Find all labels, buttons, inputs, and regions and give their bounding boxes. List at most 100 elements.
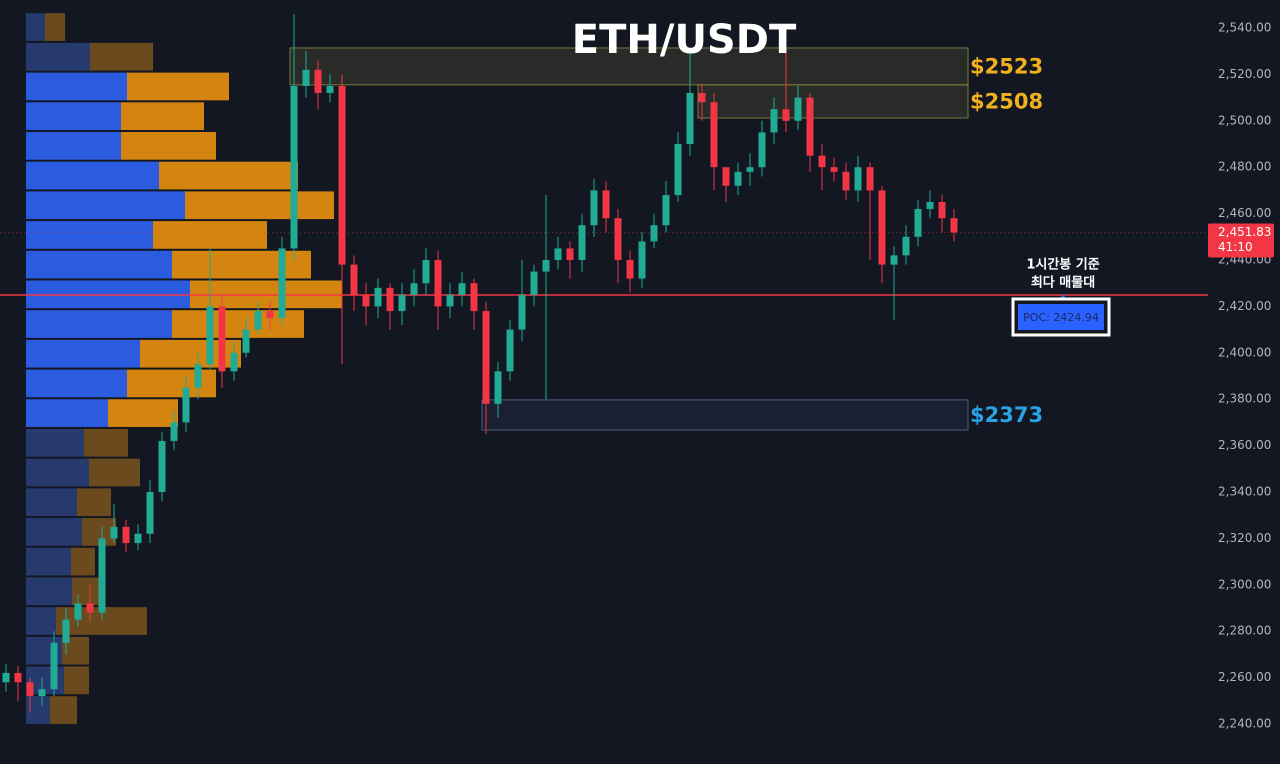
profile-buy-bar — [26, 42, 90, 71]
candle-body — [770, 109, 778, 133]
annotation: 1시간봉 기준 — [1026, 257, 1099, 273]
candle-body — [2, 672, 10, 683]
candle-body — [494, 371, 502, 404]
candle-body — [458, 283, 466, 295]
candle-body — [230, 352, 238, 372]
candle-body — [506, 329, 514, 372]
candle-body — [158, 440, 166, 493]
profile-buy-bar — [26, 458, 89, 487]
profile-buy-bar — [26, 132, 121, 160]
profile-sell-bar — [77, 488, 111, 517]
candle-body — [422, 260, 430, 284]
candle-body — [806, 97, 814, 156]
poc-label: POC: 2424.94 — [1023, 311, 1099, 324]
y-tick-label: 2,300.00 — [1218, 577, 1271, 591]
profile-sell-bar — [153, 221, 267, 249]
profile-sell-bar — [121, 102, 204, 131]
candle-body — [722, 167, 730, 186]
profile-buy-bar — [26, 102, 121, 131]
candle-body — [86, 603, 94, 613]
candle-body — [434, 260, 442, 307]
candle-body — [938, 202, 946, 219]
profile-buy-bar — [26, 72, 127, 101]
candle-body — [638, 241, 646, 279]
y-tick-label: 2,420.00 — [1218, 299, 1271, 313]
y-tick-label: 2,460.00 — [1218, 206, 1271, 220]
candle-body — [650, 225, 658, 242]
poc-box — [1018, 304, 1104, 330]
profile-sell-bar — [172, 250, 311, 279]
candle-body — [362, 294, 370, 307]
candle-body — [674, 144, 682, 196]
profile-buy-bar — [26, 250, 172, 279]
candle-body — [194, 364, 202, 388]
profile-buy-bar — [26, 547, 71, 576]
profile-buy-bar — [26, 310, 172, 338]
y-tick-label: 2,380.00 — [1218, 392, 1271, 406]
annotation: 최다 매물대 — [1031, 275, 1095, 291]
candle-body — [866, 167, 874, 191]
zone — [289, 47, 969, 86]
candle-body — [686, 92, 694, 145]
candle-body — [38, 689, 46, 697]
candle-body — [782, 109, 790, 121]
profile-buy-bar — [26, 577, 72, 606]
candle-body — [542, 260, 550, 272]
profile-sell-bar — [89, 458, 140, 487]
zone — [697, 84, 969, 119]
profile-buy-bar — [26, 488, 77, 517]
y-tick-label: 2,400.00 — [1218, 345, 1271, 359]
profile-buy-bar — [26, 191, 185, 220]
y-tick-label: 2,340.00 — [1218, 485, 1271, 499]
profile-sell-bar — [72, 577, 102, 606]
candle-body — [134, 533, 142, 544]
y-tick-label: 2,500.00 — [1218, 113, 1271, 127]
profile-sell-bar — [140, 339, 241, 368]
y-tick-label: 2,520.00 — [1218, 67, 1271, 81]
candle-body — [842, 171, 850, 191]
profile-buy-bar — [26, 607, 56, 635]
candle-body — [914, 208, 922, 237]
candle-body — [446, 294, 454, 307]
candle-body — [14, 672, 22, 683]
profile-buy-bar — [26, 13, 45, 41]
candle-body — [734, 171, 742, 186]
profile-sell-bar — [121, 132, 216, 160]
profile-sell-bar — [90, 42, 153, 71]
candle-body — [890, 255, 898, 265]
profile-buy-bar — [26, 518, 82, 546]
candle-body — [98, 538, 106, 613]
y-tick-label: 2,320.00 — [1218, 531, 1271, 545]
candle-body — [314, 69, 322, 93]
y-tick-label: 2,240.00 — [1218, 717, 1271, 731]
profile-buy-bar — [26, 221, 153, 249]
candle-body — [290, 86, 298, 249]
candle-body — [26, 682, 34, 697]
candle-body — [146, 492, 154, 534]
profile-sell-bar — [127, 369, 216, 398]
price-axis — [1208, 0, 1280, 764]
candle-body — [662, 195, 670, 226]
candle-body — [614, 218, 622, 261]
candle-body — [206, 306, 214, 365]
candle-body — [698, 92, 706, 103]
zone-label: $2373 — [970, 403, 1043, 427]
y-tick-label: 2,260.00 — [1218, 670, 1271, 684]
profile-buy-bar — [26, 369, 127, 398]
profile-buy-bar — [26, 339, 140, 368]
profile-sell-bar — [108, 399, 178, 427]
profile-buy-bar — [26, 161, 159, 190]
candle-body — [302, 69, 310, 87]
candle-body — [182, 387, 190, 423]
candle-body — [518, 294, 526, 330]
candle-body — [626, 260, 634, 279]
candle-body — [254, 311, 262, 330]
candle-body — [386, 287, 394, 312]
candle-body — [242, 329, 250, 353]
candle-body — [374, 287, 382, 307]
profile-sell-bar — [127, 72, 229, 101]
candle-body — [170, 422, 178, 441]
profile-sell-bar — [45, 13, 65, 41]
